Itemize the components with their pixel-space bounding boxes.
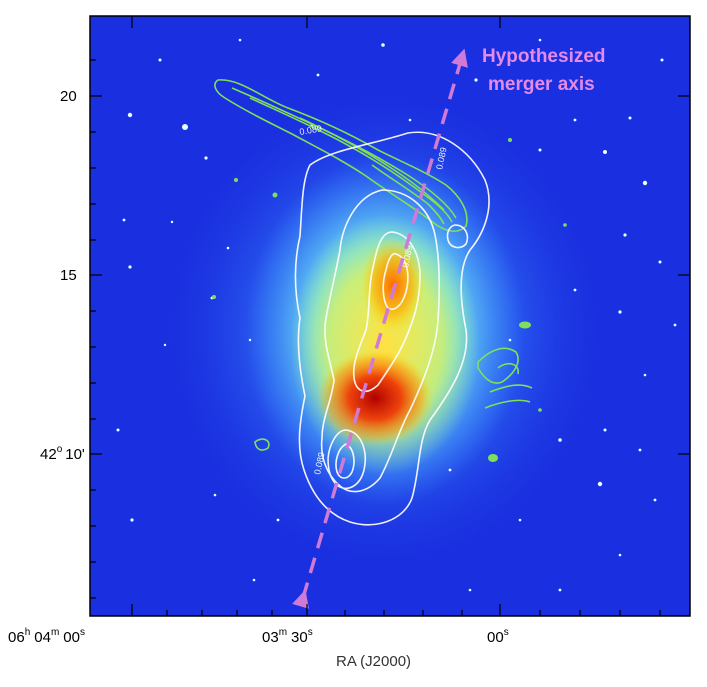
y-tick-label-15: 15 xyxy=(60,267,77,284)
x-tick-label-03m30s: 03m 30s xyxy=(262,627,313,646)
y-tick-label-10: 42o 10' xyxy=(40,444,85,463)
annotation-line-2: merger axis xyxy=(488,74,595,95)
annotation-line-1: Hypothesized xyxy=(482,46,606,67)
x-tick-label-00s: 00s xyxy=(487,627,509,646)
x-axis-title: RA (J2000) xyxy=(336,653,411,670)
xray-image-panel: 0.089 0.089 0.089 0.089 xyxy=(90,16,690,616)
axis-ticks xyxy=(90,16,690,616)
y-tick-label-20: 20 xyxy=(60,88,77,105)
plot-frame xyxy=(89,15,691,617)
radio-compact-sources xyxy=(212,138,567,462)
x-tick-label-06h04m00s: 06h 04m 00s xyxy=(8,627,85,646)
merger-axis-arrow xyxy=(292,48,468,609)
